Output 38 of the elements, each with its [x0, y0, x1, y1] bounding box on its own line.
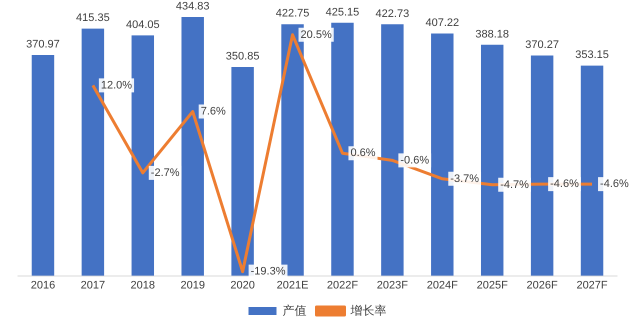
- data-label: 425.15: [326, 6, 360, 18]
- x-tick-label: 2017: [80, 279, 106, 292]
- x-tick-label: 2019: [180, 279, 205, 292]
- x-tick-label: 2021E: [276, 279, 308, 292]
- data-label: -4.6%: [600, 178, 629, 190]
- data-label: 370.97: [26, 38, 60, 51]
- x-tick-label: 2022F: [326, 279, 358, 292]
- data-label: -3.7%: [450, 172, 480, 185]
- x-tick-label: 2027F: [576, 279, 608, 292]
- data-label: 350.85: [226, 50, 260, 63]
- data-label: 388.18: [475, 28, 510, 40]
- legend-label: 增长率: [350, 303, 386, 318]
- data-label: -19.3%: [250, 266, 286, 278]
- x-tick-label: 2024F: [426, 279, 458, 292]
- x-tick-label: 2016: [30, 279, 56, 292]
- data-label: 12.0%: [100, 79, 132, 92]
- data-label: -4.6%: [550, 178, 580, 190]
- data-label: -2.7%: [150, 166, 180, 179]
- data-label: 434.83: [176, 0, 210, 13]
- data-label: 0.6%: [350, 147, 376, 160]
- data-label: 422.75: [276, 8, 310, 20]
- x-tick-label: 2020: [230, 279, 255, 292]
- data-label: 370.27: [525, 38, 559, 51]
- data-label: 415.35: [76, 12, 110, 24]
- data-label: 7.6%: [200, 106, 226, 118]
- data-label: 422.73: [376, 8, 410, 20]
- x-tick-label: 2026F: [526, 279, 558, 292]
- x-tick-label: 2018: [130, 279, 156, 292]
- x-tick-label: 2023F: [376, 279, 408, 292]
- data-label: -4.7%: [500, 178, 530, 191]
- x-tick-label: 2025F: [476, 279, 508, 292]
- bar: [32, 55, 54, 276]
- data-label: 20.5%: [300, 28, 332, 41]
- data-label: -0.6%: [400, 154, 430, 166]
- data-label: 353.15: [575, 49, 609, 62]
- data-label: 407.22: [425, 16, 460, 29]
- data-label: 404.05: [126, 18, 160, 31]
- legend-label: 产值: [282, 303, 306, 318]
